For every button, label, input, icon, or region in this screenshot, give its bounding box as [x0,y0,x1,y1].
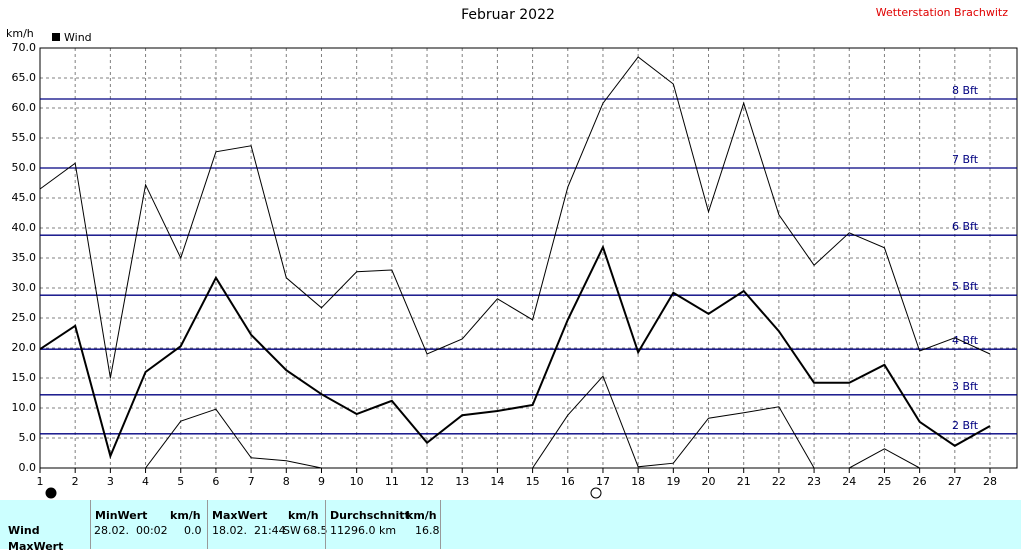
value: 16.8 [415,524,440,537]
x-tick-label: 13 [455,475,469,488]
y-tick-label: 25.0 [12,311,37,324]
x-tick-label: 14 [490,475,504,488]
y-tick-label: 50.0 [12,161,37,174]
x-tick-label: 8 [283,475,290,488]
y-tick-label: 20.0 [12,341,37,354]
legend-swatch [52,33,60,41]
beaufort-label: 5 Bft [952,280,979,293]
value: 68.5 [303,524,328,537]
beaufort-label: 6 Bft [952,220,979,233]
moon-full [45,487,57,499]
beaufort-label: 7 Bft [952,153,979,166]
col-unit: km/h [170,509,201,522]
x-tick-label: 10 [350,475,364,488]
x-tick-label: 1 [37,475,44,488]
x-tick-label: 9 [318,475,325,488]
distance: 11296.0 km [330,524,397,537]
x-tick-label: 7 [248,475,255,488]
y-tick-label: 35.0 [12,251,37,264]
series-line [39,56,991,379]
y-tick-label: 65.0 [12,71,37,84]
time: 18.02. 21:44 [212,524,286,537]
x-tick-label: 18 [631,475,645,488]
moon-new [590,487,602,499]
beaufort-label: 4 Bft [952,334,979,347]
col-unit: km/h [288,509,319,522]
col-head: MinWert [95,509,148,522]
separator [90,500,91,549]
series-line [40,375,990,469]
separator [207,500,208,549]
y-tick-label: 5.0 [19,431,37,444]
beaufort-label: 8 Bft [952,84,979,97]
y-tick-label: 45.0 [12,191,37,204]
x-tick-label: 26 [913,475,927,488]
x-tick-label: 27 [948,475,962,488]
x-tick-label: 5 [177,475,184,488]
chart-title: Februar 2022 [461,7,555,23]
time: 28.02. 00:02 [94,524,168,537]
x-tick-label: 3 [107,475,114,488]
x-tick-label: 23 [807,475,821,488]
value: 0.0 [184,524,202,537]
y-tick-label: 70.0 [12,41,37,54]
x-tick-label: 22 [772,475,786,488]
x-tick-label: 25 [877,475,891,488]
y-tick-label: 40.0 [12,221,37,234]
x-tick-label: 6 [212,475,219,488]
x-tick-label: 24 [842,475,856,488]
y-tick-label: 60.0 [12,101,37,114]
col-head: MaxWert [212,509,268,522]
y-tick-label: 0.0 [19,461,37,474]
x-tick-label: 4 [142,475,149,488]
y-tick-label: 55.0 [12,131,37,144]
row-label: Wind [8,524,40,537]
station: Wetterstation Brachwitz [876,6,1008,19]
col-unit: km/h [406,509,437,522]
legend-label: Wind [64,31,92,44]
x-tick-label: 21 [737,475,751,488]
x-tick-label: 2 [72,475,79,488]
stats-table: Wind MaxWert MinWert km/h 28.02. 00:02 0… [0,500,1021,553]
y-axis-label: km/h [6,27,34,40]
beaufort-label: 3 Bft [952,380,979,393]
y-tick-label: 15.0 [12,371,37,384]
x-tick-label: 16 [561,475,575,488]
x-tick-label: 11 [385,475,399,488]
series-line-mean [39,244,991,460]
separator [325,500,326,549]
chart: Februar 2022 Wetterstation Brachwitz km/… [0,0,1021,500]
x-tick-label: 15 [526,475,540,488]
col-head: Durchschnitt [330,509,410,522]
row-label: MaxWert [8,540,64,553]
background [0,0,1021,500]
x-tick-label: 17 [596,475,610,488]
beaufort-label: 2 Bft [952,419,979,432]
x-tick-label: 20 [702,475,716,488]
x-tick-label: 12 [420,475,434,488]
y-tick-label: 30.0 [12,281,37,294]
direction: SW [283,524,301,537]
separator [440,500,441,549]
y-tick-label: 10.0 [12,401,37,414]
x-tick-label: 28 [983,475,997,488]
x-tick-label: 19 [666,475,680,488]
